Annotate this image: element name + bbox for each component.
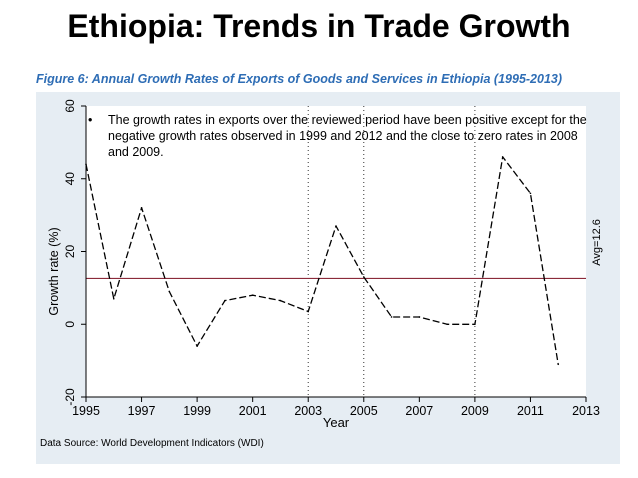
x-tick-label: 2011 xyxy=(517,404,544,418)
bullet-marker: • xyxy=(88,113,93,127)
data-point xyxy=(279,299,282,302)
data-point xyxy=(418,316,421,318)
data-point xyxy=(529,192,532,195)
average-label: Avg=12.6 xyxy=(591,219,603,266)
data-point xyxy=(390,316,393,318)
chart-panel: Avg=12.6 -20 0 20 40 60 1995 1997 1999 2001 2003 20… xyxy=(36,92,620,464)
data-point xyxy=(168,290,171,293)
data-point xyxy=(474,323,476,326)
y-tick-label: 20 xyxy=(63,245,77,259)
data-point xyxy=(307,310,310,313)
y-axis-label: Growth rate (%) xyxy=(47,227,61,315)
data-point xyxy=(501,156,504,158)
data-point xyxy=(196,345,198,347)
growth-rate-chart: Avg=12.6 -20 0 20 40 60 1995 1997 1999 2001 2003 20… xyxy=(47,99,603,430)
x-tick-label: 1997 xyxy=(128,404,156,418)
data-point xyxy=(140,207,143,209)
x-tick-label: 2003 xyxy=(294,404,322,418)
y-tick-label: 60 xyxy=(63,99,77,113)
plot-area xyxy=(86,106,586,397)
y-tick-label: -20 xyxy=(63,388,77,406)
slide-title: Ethiopia: Trends in Trade Growth xyxy=(67,8,571,44)
data-point xyxy=(224,299,226,302)
x-axis-label: Year xyxy=(323,415,350,430)
x-tick-label: 1995 xyxy=(72,404,100,418)
data-point xyxy=(112,297,115,300)
data-point xyxy=(362,276,365,278)
x-tick-label: 1999 xyxy=(183,404,211,418)
y-tick-label: 0 xyxy=(63,321,77,328)
series-line xyxy=(85,156,559,365)
bullet-note: • The growth rates in exports over the r… xyxy=(88,112,588,160)
figure-caption: Figure 6: Annual Growth Rates of Exports… xyxy=(36,72,563,86)
data-source: Data Source: World Development Indicator… xyxy=(40,438,264,449)
x-tick-label: 2001 xyxy=(239,404,267,418)
x-tick-label: 2013 xyxy=(572,404,600,418)
x-tick-label: 2007 xyxy=(405,404,433,418)
x-tick-label: 2005 xyxy=(350,404,378,418)
y-tick-label: 40 xyxy=(63,172,77,186)
data-point xyxy=(446,323,448,326)
x-tick-label: 2009 xyxy=(461,404,489,418)
data-point xyxy=(85,163,87,165)
bullet-text: The growth rates in exports over the rev… xyxy=(108,113,587,159)
data-point xyxy=(251,294,254,296)
data-point xyxy=(335,225,337,227)
data-point xyxy=(557,363,560,366)
